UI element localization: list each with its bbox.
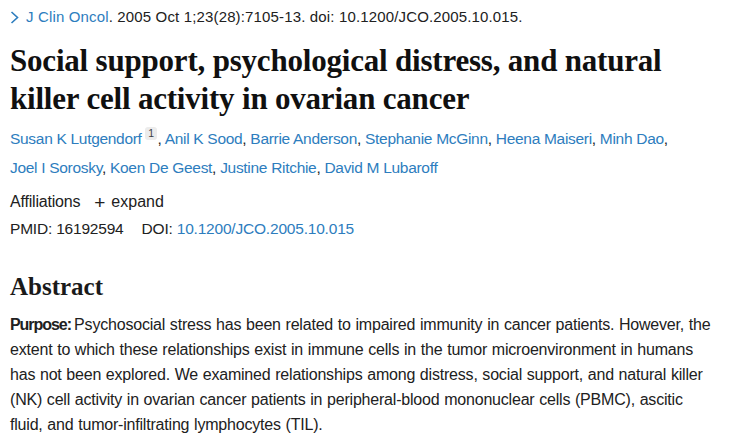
expand-label: expand bbox=[111, 191, 164, 213]
author-link[interactable]: Minh Dao bbox=[600, 130, 664, 147]
author-link[interactable]: Susan K Lutgendorf bbox=[10, 130, 142, 147]
author-link[interactable]: David M Lubaroff bbox=[324, 159, 437, 176]
author-link[interactable]: Justine Ritchie bbox=[220, 159, 316, 176]
author: Minh Dao bbox=[600, 130, 664, 147]
pmid-value: 16192594 bbox=[56, 220, 123, 237]
affiliations-label: Affiliations bbox=[10, 191, 80, 213]
author: Anil K Sood bbox=[165, 130, 243, 147]
article-title: Social support, psychological distress, … bbox=[10, 42, 722, 118]
authors-list: Susan K Lutgendorf1, Anil K Sood, Barrie… bbox=[10, 125, 722, 182]
author: Barrie Anderson bbox=[250, 130, 357, 147]
abstract-paragraph: Purpose: Psychosocial stress has been re… bbox=[10, 312, 713, 437]
pmid-label: PMID: bbox=[10, 220, 52, 237]
author: Stephanie McGinn bbox=[365, 130, 488, 147]
citation-bar: J Clin Oncol. 2005 Oct 1;23(28):7105-13.… bbox=[10, 6, 722, 28]
chevron-right-icon[interactable] bbox=[10, 11, 19, 24]
author-affiliation-superscript[interactable]: 1 bbox=[145, 127, 158, 140]
citation-text: . 2005 Oct 1;23(28):7105-13. doi: 10.120… bbox=[109, 8, 523, 25]
affiliations-row: Affiliations + expand bbox=[10, 191, 722, 213]
article-page: J Clin Oncol. 2005 Oct 1;23(28):7105-13.… bbox=[0, 0, 732, 437]
pmid-group: PMID: 16192594 bbox=[10, 220, 124, 237]
author: David M Lubaroff bbox=[324, 159, 437, 176]
author-link[interactable]: Joel I Sorosky bbox=[10, 159, 102, 176]
doi-group: DOI: 10.1200/JCO.2005.10.015 bbox=[142, 220, 354, 237]
author-link[interactable]: Heena Maiseri bbox=[496, 130, 592, 147]
author: Heena Maiseri bbox=[496, 130, 592, 147]
author: Justine Ritchie bbox=[220, 159, 316, 176]
author-link[interactable]: Koen De Geest bbox=[110, 159, 212, 176]
purpose-label: Purpose: bbox=[10, 316, 71, 333]
author-separator: , bbox=[157, 130, 164, 147]
doi-link[interactable]: 10.1200/JCO.2005.10.015 bbox=[177, 220, 354, 237]
doi-label: DOI: bbox=[142, 220, 173, 237]
author-separator: , bbox=[357, 130, 365, 147]
author-separator: , bbox=[102, 159, 110, 176]
journal-link[interactable]: J Clin Oncol bbox=[26, 8, 109, 25]
author-separator: , bbox=[664, 130, 668, 147]
author-link[interactable]: Stephanie McGinn bbox=[365, 130, 488, 147]
author: Joel I Sorosky bbox=[10, 159, 102, 176]
plus-icon: + bbox=[94, 193, 105, 212]
author-link[interactable]: Barrie Anderson bbox=[250, 130, 357, 147]
author: Koen De Geest bbox=[110, 159, 212, 176]
identifiers-row: PMID: 16192594 DOI: 10.1200/JCO.2005.10.0… bbox=[10, 218, 722, 240]
author-link[interactable]: Anil K Sood bbox=[165, 130, 243, 147]
author-separator: , bbox=[488, 130, 496, 147]
abstract-heading: Abstract bbox=[10, 273, 722, 301]
purpose-text: Psychosocial stress has been related to … bbox=[10, 316, 710, 433]
expand-affiliations-button[interactable]: + expand bbox=[94, 191, 164, 213]
author-separator: , bbox=[592, 130, 600, 147]
author: Susan K Lutgendorf1 bbox=[10, 130, 157, 147]
author-separator: , bbox=[212, 159, 220, 176]
